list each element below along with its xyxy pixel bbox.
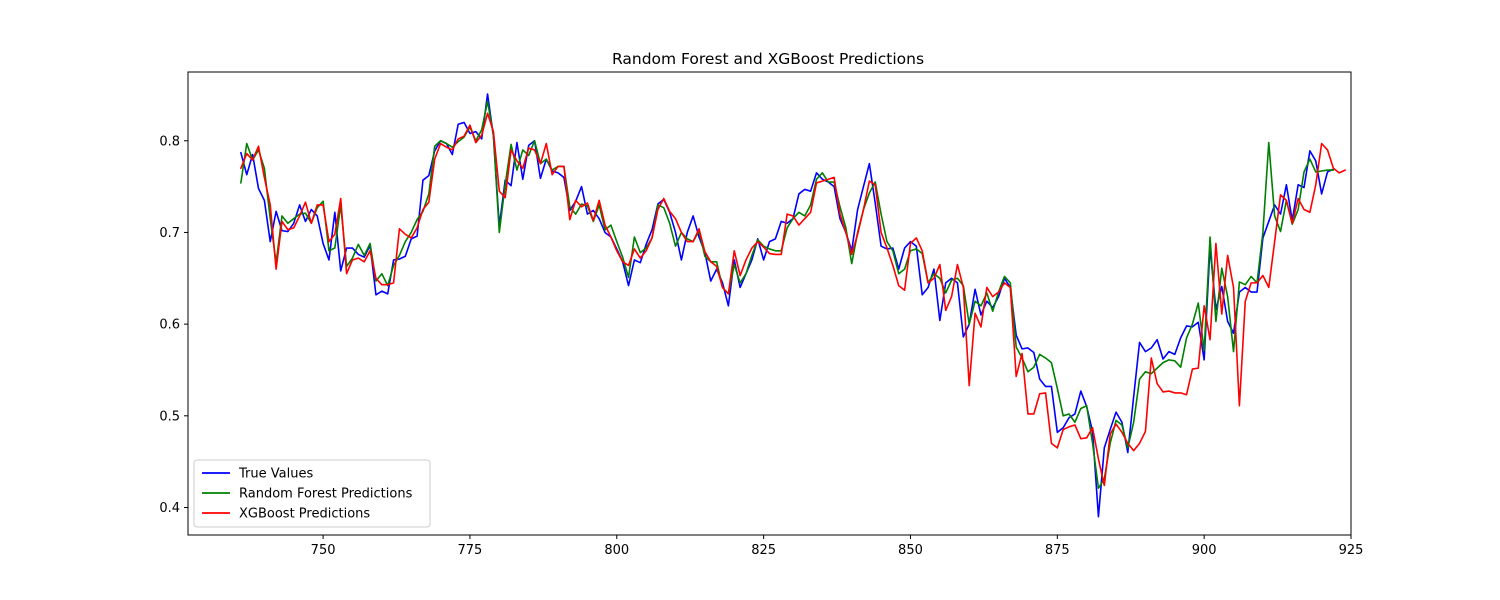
- x-tick-label: 750: [311, 543, 336, 558]
- series-line-1: [240, 100, 1335, 490]
- series-layer: [240, 93, 1346, 518]
- y-tick-label: 0.8: [159, 134, 180, 149]
- series-line-2: [240, 112, 1346, 487]
- legend-label: True Values: [238, 467, 313, 482]
- x-axis: 750 775 800 825 850 875 900 925: [311, 535, 1364, 558]
- legend-box: [193, 459, 431, 528]
- y-tick-label: 0.5: [159, 409, 180, 424]
- legend: True Values Random Forest Predictions XGBo…: [193, 459, 431, 528]
- y-axis: 0.4 0.5 0.6 0.7 0.8: [159, 134, 188, 516]
- x-tick-label: 925: [1339, 543, 1364, 558]
- x-tick-label: 800: [604, 543, 629, 558]
- chart-title: Random Forest and XGBoost Predictions: [612, 50, 924, 68]
- plot-frame: [187, 71, 1352, 536]
- x-tick-label: 850: [898, 543, 923, 558]
- x-tick-label: 775: [458, 543, 483, 558]
- y-tick-label: 0.7: [159, 226, 180, 241]
- y-tick-label: 0.4: [159, 501, 180, 516]
- legend-label: XGBoost Predictions: [239, 507, 370, 522]
- x-tick-label: 900: [1192, 543, 1217, 558]
- x-tick-label: 825: [751, 543, 776, 558]
- series-line-0: [240, 93, 1335, 518]
- y-tick-label: 0.6: [159, 318, 180, 333]
- legend-label: Random Forest Predictions: [239, 487, 413, 502]
- x-tick-label: 875: [1045, 543, 1070, 558]
